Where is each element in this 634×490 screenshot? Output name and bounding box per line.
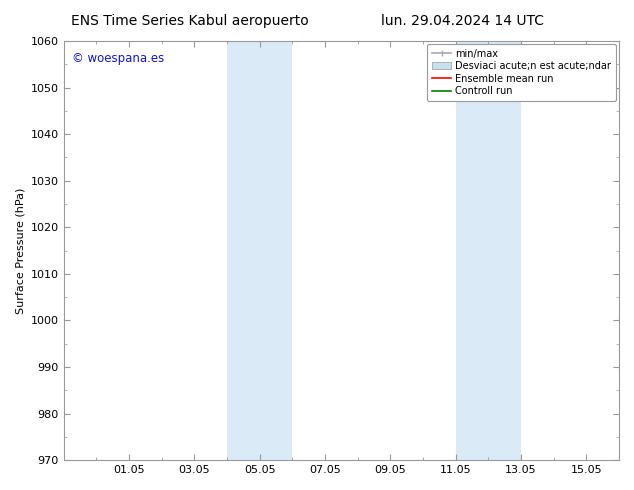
Y-axis label: Surface Pressure (hPa): Surface Pressure (hPa) bbox=[15, 187, 25, 314]
Bar bbox=[456, 41, 521, 460]
Bar bbox=[227, 41, 292, 460]
Text: lun. 29.04.2024 14 UTC: lun. 29.04.2024 14 UTC bbox=[381, 14, 545, 28]
Text: © woespana.es: © woespana.es bbox=[72, 51, 164, 65]
Text: ENS Time Series Kabul aeropuerto: ENS Time Series Kabul aeropuerto bbox=[71, 14, 309, 28]
Legend: min/max, Desviaci acute;n est acute;ndar, Ensemble mean run, Controll run: min/max, Desviaci acute;n est acute;ndar… bbox=[427, 44, 616, 101]
